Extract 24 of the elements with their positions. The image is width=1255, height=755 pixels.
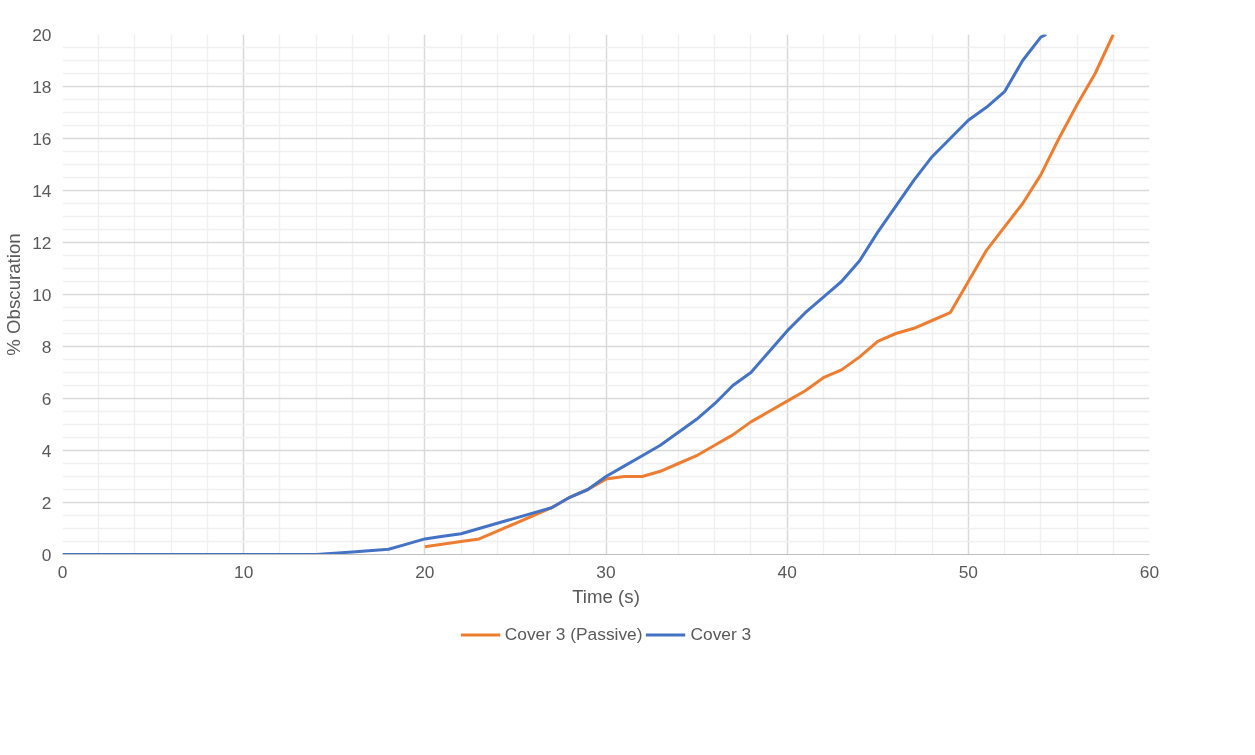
y-tick-label: 0 [41, 544, 52, 565]
legend-label: Cover 3 (Passive) [504, 623, 643, 645]
x-tick-label: 30 [596, 561, 616, 582]
y-tick-label: 18 [32, 76, 52, 97]
y-tick-label: 6 [41, 388, 52, 409]
y-tick-label: 16 [32, 128, 52, 149]
y-tick-label: 20 [32, 24, 52, 45]
x-tick-label: 0 [57, 561, 68, 582]
line-series [62, 34, 1048, 555]
x-tick-label: 20 [415, 561, 435, 582]
y-tick-label: 4 [41, 440, 52, 461]
legend-label: Cover 3 [690, 623, 752, 645]
x-tick-label: 50 [958, 561, 978, 582]
y-tick-label: 14 [32, 180, 52, 201]
x-axis-title: Time (s) [572, 585, 640, 607]
y-tick-label: 2 [41, 492, 52, 513]
x-tick-label: 40 [777, 561, 797, 582]
y-axis-title: % Obscuration [3, 233, 25, 356]
y-tick-label: 8 [41, 336, 52, 357]
x-tick-label: 10 [234, 561, 254, 582]
y-tick-label: 12 [32, 232, 52, 253]
x-tick-label: 60 [1139, 561, 1160, 582]
y-tick-label: 10 [32, 284, 52, 305]
line-series [423, 34, 1115, 549]
